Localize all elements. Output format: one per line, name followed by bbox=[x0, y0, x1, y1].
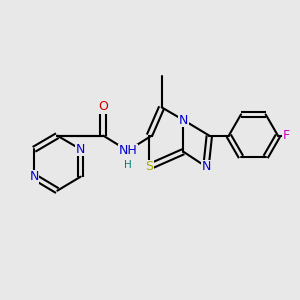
Text: N: N bbox=[29, 170, 39, 183]
Text: F: F bbox=[282, 129, 290, 142]
Text: S: S bbox=[145, 160, 153, 173]
Text: N: N bbox=[201, 160, 211, 173]
Text: NH: NH bbox=[118, 144, 137, 157]
Text: N: N bbox=[178, 113, 188, 127]
Text: O: O bbox=[98, 100, 108, 113]
Text: H: H bbox=[124, 160, 131, 170]
Text: N: N bbox=[76, 143, 86, 156]
